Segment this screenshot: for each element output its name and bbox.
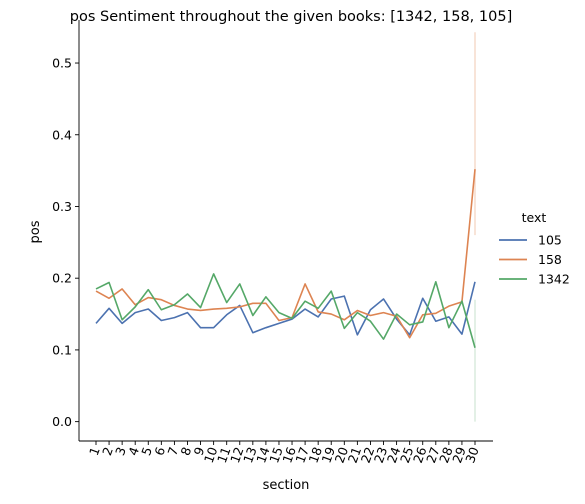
series-line-1342 — [95, 273, 476, 348]
x-tick-label: 30 — [462, 445, 482, 465]
series-line-158 — [95, 169, 476, 339]
legend-label-158: 158 — [538, 252, 562, 267]
x-tick-label: 11 — [214, 445, 234, 465]
x-tick-label: 26 — [410, 445, 430, 465]
y-tick-label: 0.3 — [52, 199, 72, 214]
x-tick-label: 12 — [227, 445, 247, 465]
y-axis: 0.0 0.1 0.2 0.3 0.4 0.5 — [52, 20, 80, 441]
x-tick-label: 19 — [319, 445, 339, 465]
x-tick-label: 10 — [201, 445, 221, 465]
x-tick-label: 14 — [253, 445, 273, 465]
series-line-105 — [95, 281, 476, 336]
legend-label-1342: 1342 — [538, 272, 570, 287]
x-tick-label: 27 — [423, 445, 443, 465]
y-tick-label: 0.2 — [52, 271, 72, 286]
y-tick-label: 0.0 — [52, 414, 72, 429]
y-tick-label: 0.1 — [52, 342, 72, 357]
x-axis: 1234567891011121314151617181920212223242… — [79, 440, 493, 465]
plot-area — [95, 32, 476, 422]
legend-title: text — [522, 210, 547, 225]
x-tick-label: 25 — [397, 445, 417, 465]
x-tick-label: 16 — [279, 445, 299, 465]
y-axis-label: pos — [28, 220, 43, 243]
x-tick-label: 28 — [436, 445, 456, 465]
y-tick-label: 0.5 — [52, 56, 72, 71]
legend-label-105: 105 — [538, 233, 562, 248]
x-tick-label: 20 — [332, 445, 352, 465]
x-tick-label: 15 — [266, 445, 286, 465]
x-tick-label: 17 — [292, 445, 312, 465]
legend: text 105 158 1342 — [499, 210, 570, 287]
x-tick-label: 18 — [305, 445, 325, 465]
y-tick-label: 0.4 — [52, 127, 72, 142]
x-tick-label: 23 — [371, 445, 391, 465]
x-axis-label: section — [263, 478, 310, 493]
chart-title: pos Sentiment throughout the given books… — [70, 9, 512, 25]
x-tick-label: 24 — [384, 445, 404, 465]
x-tick-label: 29 — [449, 445, 469, 465]
x-tick-label: 13 — [240, 445, 260, 465]
x-tick-label: 22 — [358, 445, 378, 465]
x-tick-label: 21 — [345, 445, 365, 465]
